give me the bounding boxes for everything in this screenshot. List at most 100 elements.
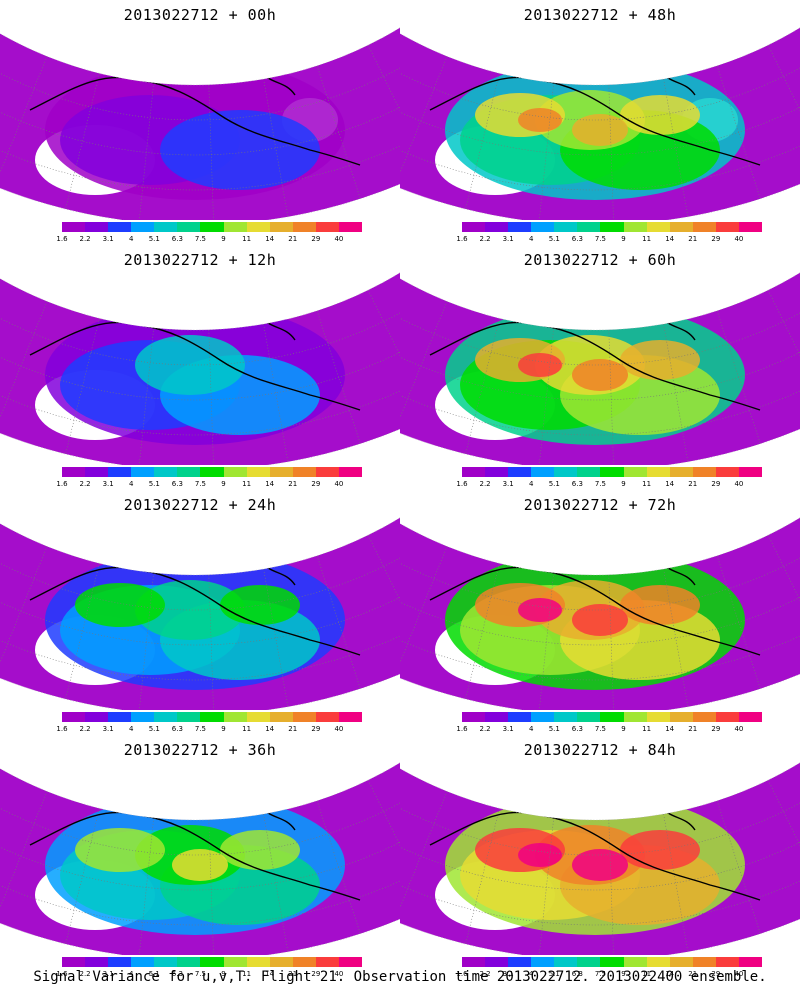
colorbar-tick-label: 2.2	[479, 725, 491, 733]
colorbar-tick-label: 3.1	[502, 970, 514, 978]
colorbar-tick-label: 40	[334, 970, 344, 978]
colorbar-swatch	[508, 957, 532, 967]
colorbar-tick-label: 14	[665, 725, 675, 733]
colorbar-tick-label: 7.5	[194, 480, 207, 488]
colorbar-ticks: 1.6 2.2 3.1 4 5.1 6.3 7.5 9 11 14 21 29 40	[450, 480, 775, 490]
colorbar-tick-label: 11	[242, 970, 252, 978]
colorbar-swatch	[85, 957, 109, 967]
colorbar-tick-label: 11	[642, 970, 652, 978]
map-panel: 2013022712 + 12h 1.6 2.2 3.1 4 5.1 6.3 7.5 9 11 14…	[0, 245, 400, 490]
variance-contour	[518, 598, 562, 622]
colorbar-swatch	[131, 957, 155, 967]
colorbar-tick-label: 3.1	[102, 970, 114, 978]
colorbar-ticks: 1.6 2.2 3.1 4 5.1 6.3 7.5 9 11 14 21 29 40	[450, 970, 775, 980]
colorbar-tick-label: 21	[288, 725, 298, 733]
map-panel: 2013022712 + 60h 1.6 2.2 3.1 4 5.1 6.3 7.5 9 11 14…	[400, 245, 800, 490]
colorbar-swatch	[246, 467, 270, 477]
colorbar-swatch	[269, 222, 293, 232]
colorbar-tick-label: 5.1	[148, 235, 160, 243]
colorbar-swatch	[269, 712, 293, 722]
variance-contour	[220, 585, 300, 625]
panel-title: 2013022712 + 72h	[523, 496, 677, 514]
colorbar-tick-label: 40	[334, 235, 344, 243]
colorbar-tick-label: 9	[621, 725, 626, 733]
colorbar-ticks: 1.6 2.2 3.1 4 5.1 6.3 7.5 9 11 14 21 29 40	[50, 725, 375, 735]
colorbar-swatch	[715, 467, 739, 477]
variance-contour	[172, 849, 228, 881]
colorbar-swatch	[154, 957, 178, 967]
colorbar-swatch	[531, 467, 555, 477]
colorbar-swatch	[292, 467, 316, 477]
colorbar-swatch	[600, 222, 624, 232]
colorbar-swatch	[269, 467, 293, 477]
colorbar-swatch	[85, 467, 109, 477]
colorbar-tick-label: 9	[221, 970, 226, 978]
colorbar-tick-label: 3.1	[102, 480, 114, 488]
colorbar-tick-label: 9	[221, 725, 226, 733]
variance-map	[400, 759, 800, 955]
colorbar-tick-label: 6.3	[171, 725, 183, 733]
colorbar-tick-label: 4	[528, 235, 534, 243]
colorbar-tick-label: 40	[734, 725, 744, 733]
colorbar-tick-label: 4	[128, 970, 134, 978]
colorbar-tick-label: 2.2	[479, 970, 491, 978]
colorbar-tick-label: 5.1	[148, 480, 160, 488]
colorbar-tick-label: 14	[265, 725, 275, 733]
colorbar-tick-label: 4	[128, 725, 134, 733]
variance-map	[400, 269, 800, 465]
colorbar-swatch	[62, 957, 86, 967]
colorbar-swatch	[646, 222, 670, 232]
colorbar-tick-label: 2.2	[479, 235, 491, 243]
colorbar-tick-label: 3.1	[102, 235, 114, 243]
colorbar-tick-label: 4	[528, 480, 534, 488]
variance-contour	[572, 114, 628, 146]
colorbar-tick-label: 1.6	[56, 725, 68, 733]
colorbar-swatch	[223, 222, 247, 232]
colorbar-swatch	[338, 222, 363, 232]
colorbar	[62, 712, 363, 722]
colorbar-swatch	[669, 222, 693, 232]
colorbar-swatch	[315, 957, 339, 967]
colorbar-tick-label: 4	[128, 235, 134, 243]
variance-contour	[75, 828, 165, 872]
colorbar-tick-label: 21	[288, 970, 298, 978]
colorbar-swatch	[62, 467, 86, 477]
colorbar-tick-label: 29	[311, 970, 321, 978]
colorbar-swatch	[223, 957, 247, 967]
colorbar-swatch	[200, 222, 224, 232]
variance-map	[0, 514, 400, 710]
variance-map	[400, 24, 800, 220]
colorbar-swatch	[738, 467, 763, 477]
panel-title: 2013022712 + 60h	[523, 251, 677, 269]
colorbar-tick-label: 9	[621, 480, 626, 488]
colorbar-swatch	[669, 467, 693, 477]
colorbar-ticks: 1.6 2.2 3.1 4 5.1 6.3 7.5 9 11 14 21 29 40	[50, 970, 375, 980]
colorbar-swatch	[531, 712, 555, 722]
variance-contour	[572, 359, 628, 391]
colorbar-swatch	[223, 712, 247, 722]
colorbar-swatch	[692, 467, 716, 477]
colorbar-tick-label: 7.5	[594, 480, 607, 488]
colorbar-tick-label: 14	[665, 970, 675, 978]
colorbar-tick-label: 9	[621, 235, 626, 243]
colorbar-tick-label: 5.1	[548, 480, 560, 488]
colorbar-swatch	[315, 712, 339, 722]
colorbar	[462, 467, 763, 477]
colorbar-swatch	[715, 222, 739, 232]
colorbar-tick-label: 7.5	[594, 235, 607, 243]
colorbar-swatch	[600, 467, 624, 477]
colorbar-swatch	[315, 467, 339, 477]
colorbar-swatch	[246, 222, 270, 232]
colorbar-tick-label: 11	[642, 725, 652, 733]
colorbar-swatch	[131, 712, 155, 722]
colorbar-swatch	[315, 222, 339, 232]
colorbar-swatch	[485, 957, 509, 967]
colorbar-swatch	[462, 712, 486, 722]
colorbar-swatch	[531, 222, 555, 232]
variance-contour	[620, 95, 700, 135]
colorbar-swatch	[131, 222, 155, 232]
colorbar-swatch	[485, 467, 509, 477]
colorbar-swatch	[223, 467, 247, 477]
colorbar-swatch	[669, 957, 693, 967]
colorbar-swatch	[508, 712, 532, 722]
